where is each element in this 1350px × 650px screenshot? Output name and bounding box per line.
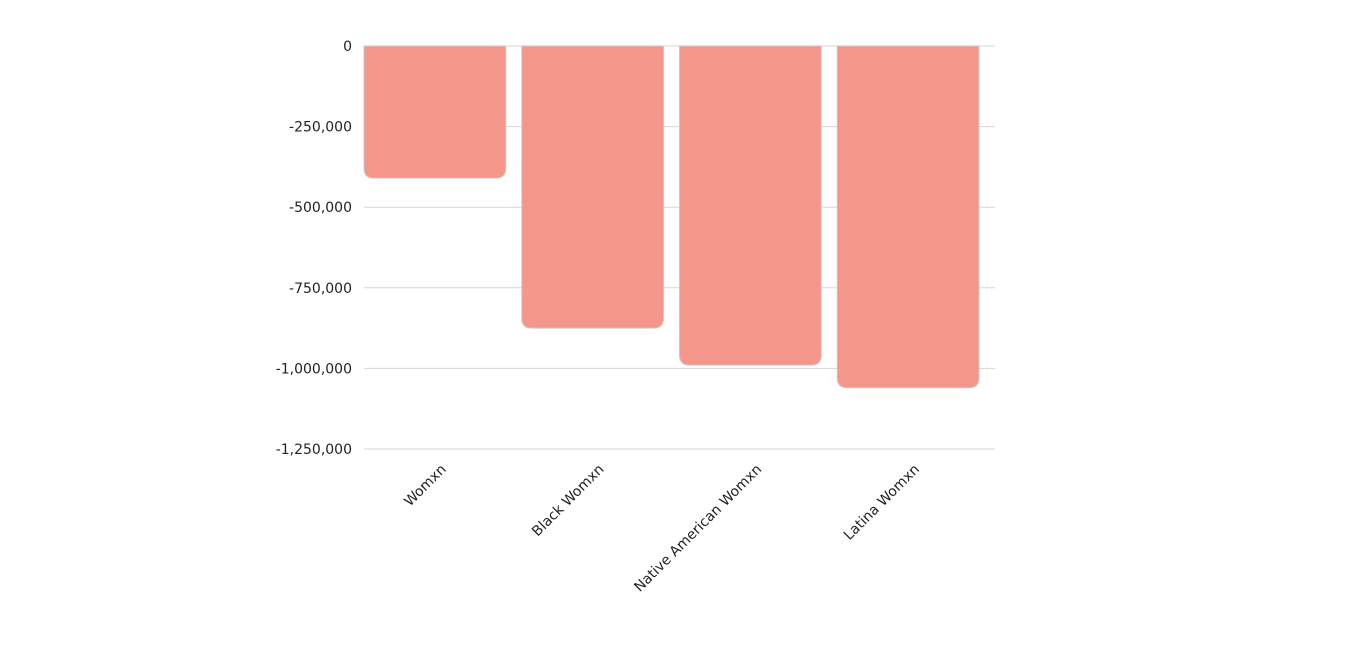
y-axis-tick-labels: 0 -250,000 -500,000 -750,000 -1,000,000 -1,25…: [276, 39, 352, 458]
bar[interactable]: [679, 45, 822, 366]
y-tick-label: -1,000,000: [276, 361, 352, 377]
x-category-label: Black Womxn: [529, 462, 607, 540]
y-tick-label: -1,250,000: [276, 442, 352, 458]
x-category-label: Latina Womxn: [841, 462, 923, 544]
x-category-label: Native American Womxn: [631, 462, 765, 596]
y-tick-label: -500,000: [289, 200, 352, 216]
y-tick-label: -250,000: [289, 120, 352, 136]
y-tick-label: 0: [343, 39, 352, 55]
x-category-label: Womxn: [401, 462, 449, 510]
bar[interactable]: [836, 45, 980, 389]
bar[interactable]: [363, 45, 507, 179]
y-tick-label: -750,000: [289, 281, 352, 297]
x-axis-category-labels: Womxn Black Womxn Native American Womxn Lat…: [401, 462, 923, 596]
bars: [363, 45, 980, 389]
bar[interactable]: [521, 45, 664, 329]
